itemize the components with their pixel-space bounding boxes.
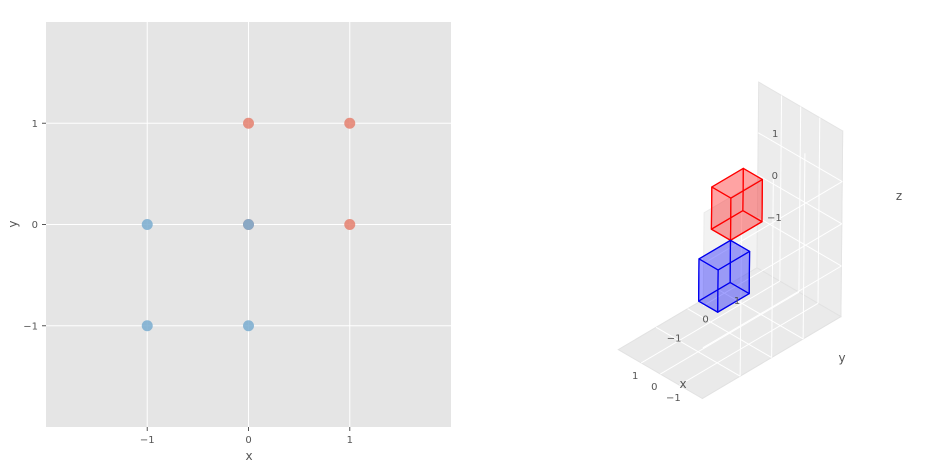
- y-tick-label: −1: [667, 333, 682, 344]
- voxel-grid: [640, 95, 843, 386]
- x-tick-label: 0: [245, 435, 251, 446]
- scatter-points: [141, 117, 356, 332]
- wall-grid-line: [703, 181, 843, 264]
- scatter-ticks: −1 0 1 −1 0 1: [23, 119, 353, 446]
- floor-grid-line: [718, 289, 804, 340]
- scatter-point: [141, 320, 153, 332]
- wall-grid-line: [779, 95, 783, 282]
- wall-grid-line: [757, 132, 843, 183]
- voxel-panel: −1 0 1 −1 0 1 −1 0 1 x y z: [617, 81, 902, 404]
- y-tick-label: 1: [734, 296, 740, 307]
- scatter-panel: −1 0 1 −1 0 1 x y: [6, 22, 451, 463]
- x-tick-label: 0: [651, 382, 657, 393]
- x-tick-label: −1: [140, 435, 155, 446]
- wall-grid-line: [757, 174, 843, 225]
- voxel-face: [710, 167, 744, 230]
- z-tick-label: 1: [772, 129, 778, 140]
- voxel-face: [729, 178, 764, 241]
- voxel-z-axis-label: z: [896, 189, 902, 203]
- voxel-ticks: −1 0 1 −1 0 1 −1 0 1: [632, 129, 782, 404]
- scatter-y-axis-label: y: [6, 220, 20, 227]
- y-tick-label: 0: [702, 315, 708, 326]
- voxel-y-axis-label: y: [838, 351, 845, 365]
- voxel-face: [717, 250, 751, 313]
- scatter-point: [243, 117, 254, 129]
- scatter-point: [141, 219, 153, 230]
- floor-grid-line: [640, 280, 781, 364]
- z-tick-label: −1: [767, 213, 782, 224]
- x-tick-label: −1: [666, 393, 681, 404]
- floor-grid-line: [687, 308, 772, 358]
- voxel-face: [697, 239, 732, 302]
- y-tick-label: −1: [23, 321, 38, 332]
- scatter-point: [243, 320, 254, 332]
- voxel-x-axis-label: x: [679, 377, 686, 391]
- voxel-cubes: [697, 167, 764, 313]
- wall-grid-line: [802, 153, 806, 339]
- scatter-point: [344, 117, 356, 129]
- scatter-point: [243, 219, 254, 230]
- y-tick-label: 1: [32, 119, 38, 130]
- scatter-point: [344, 219, 356, 230]
- scatter-x-axis-label: x: [245, 449, 252, 463]
- y-tick-label: 0: [32, 220, 38, 231]
- voxel-cube: [697, 239, 751, 313]
- wall-grid-line: [702, 223, 843, 307]
- x-tick-label: 1: [632, 371, 638, 382]
- voxel-cube: [710, 167, 764, 241]
- x-tick-label: 1: [347, 435, 353, 446]
- z-tick-label: 0: [772, 171, 778, 182]
